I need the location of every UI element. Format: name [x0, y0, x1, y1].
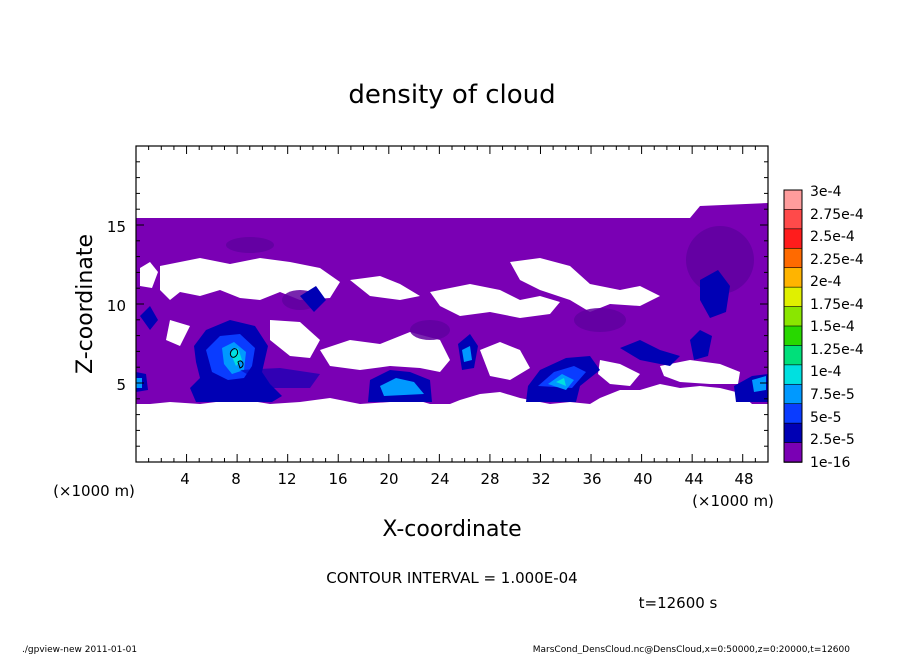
colorbar-swatch [783, 247, 803, 269]
x-unit-label-right: (×1000 m) [692, 492, 774, 510]
colorbar-swatch [783, 364, 803, 386]
dense-patch-33km [526, 356, 600, 402]
contour-interval-label: CONTOUR INTERVAL = 1.000E-04 [326, 569, 577, 587]
cloud-texture [226, 226, 754, 340]
x-tick-label: 24 [430, 470, 449, 488]
colorbar-label: 1.75e-4 [810, 297, 864, 313]
x-axis: 4 8 12 16 20 24 28 32 36 40 44 48 [135, 146, 769, 488]
colorbar-swatch [783, 345, 803, 366]
contour-line [237, 360, 244, 369]
colorbar-label: 7.5e-5 [810, 387, 855, 403]
colorbar-swatch [783, 442, 803, 463]
y-tick-label: 15 [107, 218, 126, 236]
colorbar-swatch [783, 286, 803, 308]
colorbar-label: 2.5e-4 [810, 229, 855, 245]
colorbar-label: 1.5e-4 [810, 319, 855, 335]
clear-gaps [140, 258, 740, 386]
colorbar-label: 2.5e-5 [810, 432, 855, 448]
colorbar-swatch [783, 209, 803, 230]
colorbar-swatch [783, 306, 803, 327]
colorbar-swatch [783, 422, 803, 444]
x-tick-label: 16 [328, 470, 347, 488]
x-tick-label: 36 [582, 470, 601, 488]
edge-patches [136, 346, 766, 392]
colorbar-swatch [783, 267, 803, 288]
x-tick-label: 12 [277, 470, 296, 488]
colorbar: 3e-4 2.75e-4 2.5e-4 2.25e-4 2e-4 1.75e-4… [783, 184, 864, 471]
colorbar-swatch [783, 403, 803, 424]
y-tick-label: 10 [107, 297, 126, 315]
dense-patch-20km [368, 370, 432, 402]
colorbar-label: 1e-4 [810, 364, 842, 380]
chart-title: density of cloud [348, 80, 555, 110]
x-tick-label: 48 [734, 470, 753, 488]
colorbar-label: 2.75e-4 [810, 207, 864, 223]
x-tick-label: 44 [684, 470, 703, 488]
colorbar-swatch [783, 383, 803, 405]
y-axis-title: Z-coordinate [73, 234, 98, 374]
colorbar-label: 2e-4 [810, 274, 842, 290]
x-unit-label-left: (×1000 m) [53, 482, 135, 500]
time-label: t=12600 s [639, 594, 718, 612]
y-tick-label: 5 [116, 376, 126, 394]
x-tick-label: 40 [633, 470, 652, 488]
colorbar-label: 5e-5 [810, 410, 841, 426]
colorbar-label: 1.25e-4 [810, 342, 864, 358]
colorbar-label: 3e-4 [810, 184, 842, 200]
plot-area [135, 145, 769, 463]
x-tick-label: 4 [180, 470, 190, 488]
x-tick-label: 32 [531, 470, 550, 488]
minor-patches [136, 270, 768, 402]
colorbar-label: 2.25e-4 [810, 252, 864, 268]
contour-line [229, 348, 239, 358]
footer-left: ./gpview-new 2011-01-01 [22, 645, 137, 654]
x-axis-title: X-coordinate [382, 517, 521, 542]
colorbar-swatch [783, 325, 803, 347]
x-tick-label: 28 [480, 470, 499, 488]
x-tick-label: 8 [231, 470, 241, 488]
footer-right: MarsCond_DensCloud.nc@DensCloud,x=0:5000… [533, 645, 850, 654]
colorbar-frame [783, 189, 803, 463]
colorbar-label: 1e-16 [810, 455, 850, 471]
dense-patch-8km [190, 320, 282, 402]
x-tick-label: 20 [379, 470, 398, 488]
colorbar-swatch [783, 228, 803, 250]
y-axis: 5 10 15 [107, 145, 768, 463]
colorbar-swatch [783, 189, 803, 211]
